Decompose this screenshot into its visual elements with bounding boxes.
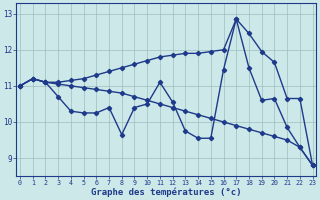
- X-axis label: Graphe des températures (°c): Graphe des températures (°c): [91, 188, 242, 197]
